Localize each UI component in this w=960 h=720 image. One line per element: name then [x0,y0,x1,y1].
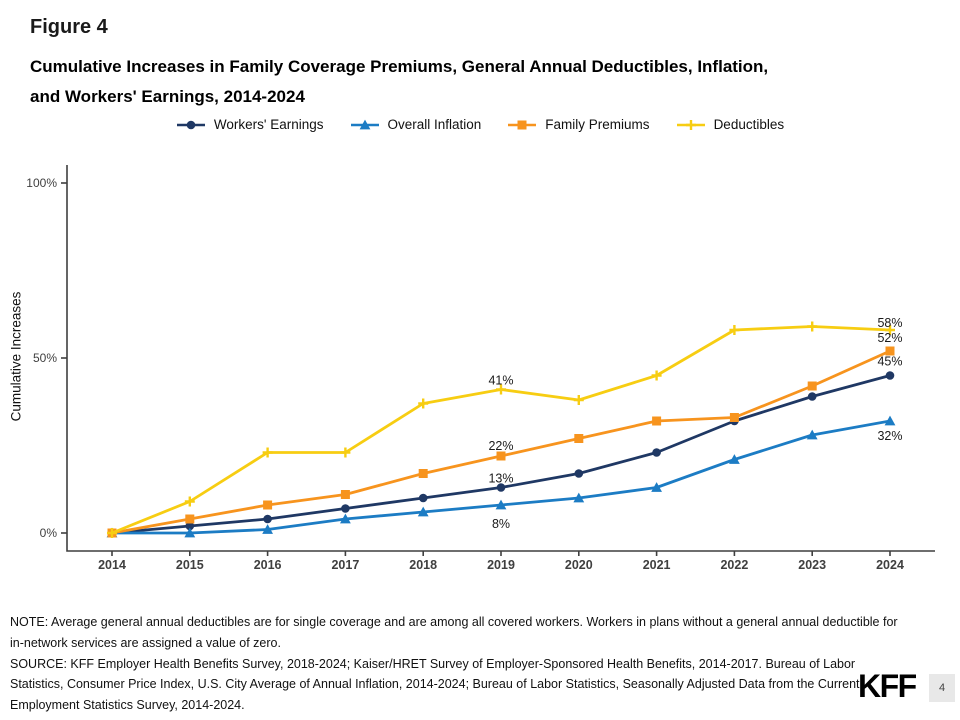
legend-item-overall-inflation: Overall Inflation [350,117,482,132]
x-tick-label: 2022 [720,558,748,572]
x-tick-label: 2020 [565,558,593,572]
x-tick-label: 2018 [409,558,437,572]
chart-title-line1: Cumulative Increases in Family Coverage … [30,57,769,76]
data-label: 41% [488,374,513,388]
y-tick-label: 0% [40,526,58,540]
legend-label: Family Premiums [545,117,650,132]
legend-item-family-premiums: Family Premiums [507,117,650,132]
chart-legend: Workers' Earnings Overall Inflation Family… [0,117,960,132]
legend-label: Workers' Earnings [213,117,324,132]
legend-label: Overall Inflation [387,117,482,132]
x-tick-label: 2019 [487,558,515,572]
x-tick-label: 2021 [643,558,671,572]
page-number-badge: 4 [929,674,955,702]
data-label: 45% [877,355,902,369]
source-text: SOURCE: KFF Employer Health Benefits Sur… [10,656,860,713]
legend-marker-triangle-icon [350,119,379,129]
chart-canvas: 0% 50% 100% 2014 2015 2016 2017 2018 2019 2020 202… [26,165,935,572]
notes-block: NOTE: Average general annual deductibles… [10,612,910,716]
chart-title-line2: and Workers' Earnings, 2014-2024 [30,87,305,106]
y-tick-label: 100% [26,176,57,190]
y-tick-label: 50% [33,351,57,365]
axes: 0% 50% 100% 2014 2015 2016 2017 2018 2019 2020 202… [26,165,935,572]
series-family-premiums [107,346,895,538]
data-label: 22% [488,439,513,453]
x-tick-label: 2015 [176,558,204,572]
legend-marker-plus-icon [676,119,705,130]
legend-marker-square-icon [508,120,537,129]
data-label: 32% [877,429,902,443]
note-text: NOTE: Average general annual deductibles… [10,615,898,650]
x-tick-label: 2024 [876,558,904,572]
legend-marker-circle-icon [176,120,205,129]
y-axis-title: Cumulative Increases [8,291,24,422]
legend-item-workers-earnings: Workers' Earnings [176,117,324,132]
legend-item-deductibles: Deductibles [676,117,785,132]
data-label: 58% [877,316,902,330]
x-tick-label: 2023 [798,558,826,572]
data-label: 13% [488,472,513,486]
series-overall-inflation [106,415,896,538]
data-label: 52% [877,331,902,345]
x-tick-label: 2016 [254,558,282,572]
figure-label: Figure 4 [30,16,108,38]
x-tick-label: 2014 [98,558,126,572]
data-labels: 41% 22% 13% 8% 58%52% 45% 32% [488,316,902,531]
data-label: 8% [492,517,510,531]
chart-title: Cumulative Increases in Family Coverage … [30,52,768,112]
kff-logo: KFF [858,668,917,704]
series-deductibles [107,321,895,538]
legend-label: Deductibles [713,117,785,132]
x-tick-label: 2017 [331,558,359,572]
